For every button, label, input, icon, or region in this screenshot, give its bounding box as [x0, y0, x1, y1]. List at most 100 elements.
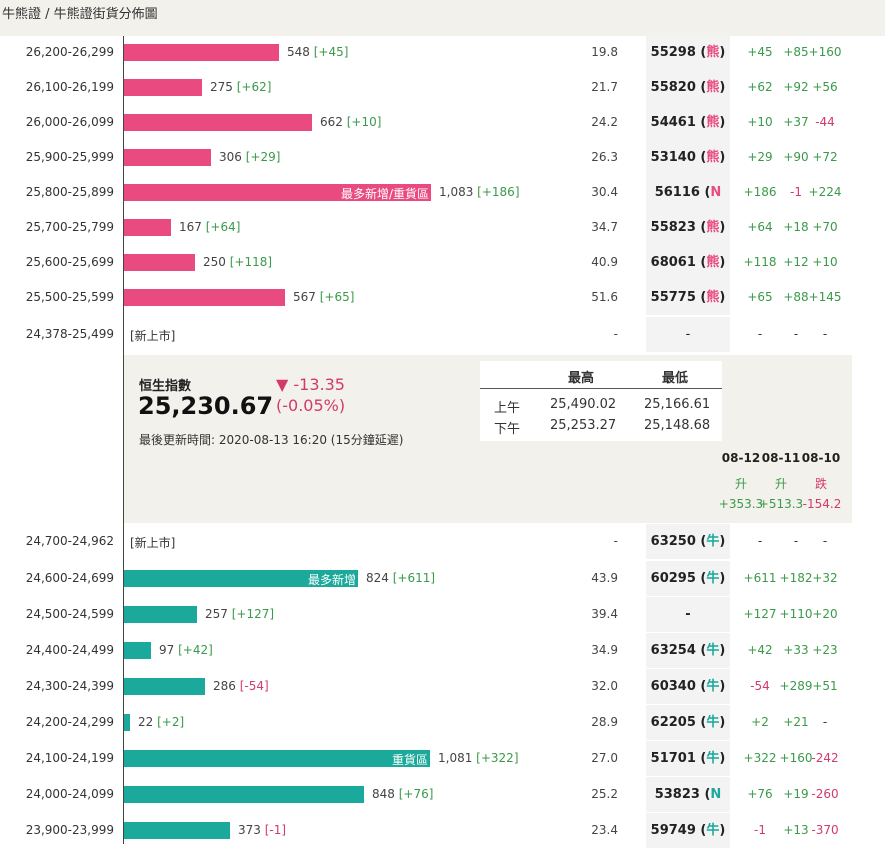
warrant-code[interactable]: 53823 (N牛) [646, 777, 730, 837]
outstanding-count: 167 [+64] [179, 220, 240, 234]
warrant-type: 熊 [706, 220, 720, 235]
day-change-3: +145 [808, 290, 842, 304]
index-panel: 恒生指數 25,230.67 ▼ -13.35 (-0.05%) 最後更新時間:… [124, 355, 852, 523]
count-change: [+611] [392, 571, 436, 585]
day-change-2: - [793, 534, 799, 548]
pct-value: 34.7 [591, 220, 618, 234]
pct-value: - [613, 534, 618, 548]
warrant-code[interactable]: - [646, 317, 730, 352]
day-change-3: +10 [812, 255, 838, 269]
strike-range: 26,100-26,199 [25, 80, 114, 94]
warrant-type: 牛 [706, 534, 720, 549]
day-change-1: +62 [747, 80, 773, 94]
day-change-1: - [757, 327, 763, 341]
index-name: 恒生指數 [139, 379, 192, 394]
count-change: [+186] [477, 185, 520, 199]
outstanding-count: 824 [+611] [366, 571, 435, 585]
warrant-code[interactable]: 60340 (牛) [646, 669, 730, 704]
count-value: 662 [320, 115, 347, 129]
warrant-code[interactable]: 56116 (N熊) [646, 175, 730, 235]
session-high: 25,490.02 [550, 397, 617, 412]
outstanding-count: 567 [+65] [293, 290, 354, 304]
day-direction: 升 [774, 477, 787, 491]
bull-volume-bar [124, 822, 230, 839]
count-value: 275 [210, 80, 237, 94]
day-change-3: +70 [812, 220, 838, 234]
session-low: 25,148.68 [644, 418, 711, 433]
warrant-code[interactable]: 63250 (牛) [646, 524, 730, 559]
bear-row: 25,800-25,899 最多新增/重貨區 1,083 [+186] 30.4 561… [0, 175, 885, 235]
warrant-type: 牛 [706, 751, 720, 766]
bull-row: 24,400-24,499 97 [+42] 34.9 63254 (牛) +42 +33… [0, 633, 885, 668]
strike-range: 25,700-25,799 [25, 220, 114, 234]
count-value: 250 [203, 255, 230, 269]
index-change-pct: (-0.05%) [276, 396, 346, 415]
day-change-2: +33 [783, 643, 809, 657]
down-arrow-icon: ▼ [276, 375, 289, 394]
bear-row: 26,200-26,299 548 [+45] 19.8 55298 (熊) +45 +8… [0, 35, 885, 70]
session-high: 25,253.27 [550, 418, 617, 433]
pct-value: 43.9 [591, 571, 618, 585]
bar-label: 最多新增/重貨區 [340, 187, 429, 201]
day-change-2: +19 [783, 787, 809, 801]
bull-volume-bar [124, 642, 151, 659]
warrant-code-number: 55820 [650, 80, 696, 95]
day-change-1: +29 [747, 150, 773, 164]
bull-row: 24,600-24,699 最多新增 824 [+611] 43.9 60295 (牛)… [0, 561, 885, 596]
warrant-code[interactable]: 55823 (熊) [646, 210, 730, 245]
day-change-3: +51 [812, 679, 838, 693]
warrant-code[interactable]: 63254 (牛) [646, 633, 730, 668]
warrant-code-number: 62205 [650, 715, 696, 730]
warrant-type: 牛 [706, 571, 720, 586]
outstanding-count: 1,081 [+322] [438, 751, 519, 765]
warrant-code[interactable]: 54461 (熊) [646, 105, 730, 140]
warrant-code[interactable]: 59749 (牛) [646, 813, 730, 848]
session-name: 下午 [494, 422, 521, 437]
warrant-code-number: 63254 [650, 643, 696, 658]
warrant-code[interactable]: 53140 (熊) [646, 140, 730, 175]
warrant-code[interactable]: 51701 (牛) [646, 741, 730, 776]
breadcrumb[interactable]: 牛熊證 / 牛熊證街貨分佈圖 [2, 7, 158, 22]
pct-value: 51.6 [591, 290, 618, 304]
day-change-2: +160 [779, 751, 813, 765]
warrant-code[interactable]: 55820 (熊) [646, 70, 730, 105]
day-change-2: +37 [783, 115, 809, 129]
bull-volume-bar [124, 606, 197, 623]
warrant-code[interactable]: 55775 (熊) [646, 280, 730, 315]
bull-volume-bar [124, 678, 205, 695]
pct-value: 27.0 [591, 751, 618, 765]
low-header: 最低 [662, 371, 689, 386]
strike-range: 25,900-25,999 [25, 150, 114, 164]
warrant-code[interactable]: 55298 (熊) [646, 35, 730, 70]
bear-volume-bar [124, 289, 285, 306]
pct-value: 23.4 [591, 823, 618, 837]
day-change-1: -1 [754, 823, 766, 837]
day-change-3: - [822, 327, 828, 341]
count-change: [+10] [346, 115, 382, 129]
outstanding-count: 1,083 [+186] [439, 185, 520, 199]
count-change: [+76] [398, 787, 434, 801]
day-change-2: +88 [783, 290, 809, 304]
index-value: 25,230.67 [138, 392, 274, 420]
pct-value: 21.7 [591, 80, 618, 94]
warrant-code[interactable]: - [646, 597, 730, 632]
pct-value: 39.4 [591, 607, 618, 621]
warrant-code-number: 53823 [654, 787, 700, 802]
bear-row: 25,600-25,699 250 [+118] 40.9 68061 (熊) +118… [0, 245, 885, 280]
day-change-3: -370 [811, 823, 839, 837]
day-change-2: +13 [783, 823, 809, 837]
warrant-code[interactable]: 68061 (熊) [646, 245, 730, 280]
day-change-2: +182 [779, 571, 813, 585]
day-change-1: +322 [743, 751, 777, 765]
bear-volume-bar [124, 79, 202, 96]
warrant-code[interactable]: 60295 (牛) [646, 561, 730, 596]
strike-range: 24,700-24,962 [25, 534, 114, 548]
high-low-table: 最高 最低 上午 25,490.02 25,166.61 下午 25,253.2… [480, 361, 722, 441]
warrant-type: 熊 [706, 255, 720, 270]
bull-row: 24,500-24,599 257 [+127] 39.4 - +127 +110 +20 [0, 597, 885, 632]
chart-axis-line [123, 36, 124, 844]
count-value: 22 [138, 715, 158, 729]
count-value: 567 [293, 290, 320, 304]
warrant-code[interactable]: 62205 (牛) [646, 705, 730, 740]
count-value: 548 [287, 45, 314, 59]
